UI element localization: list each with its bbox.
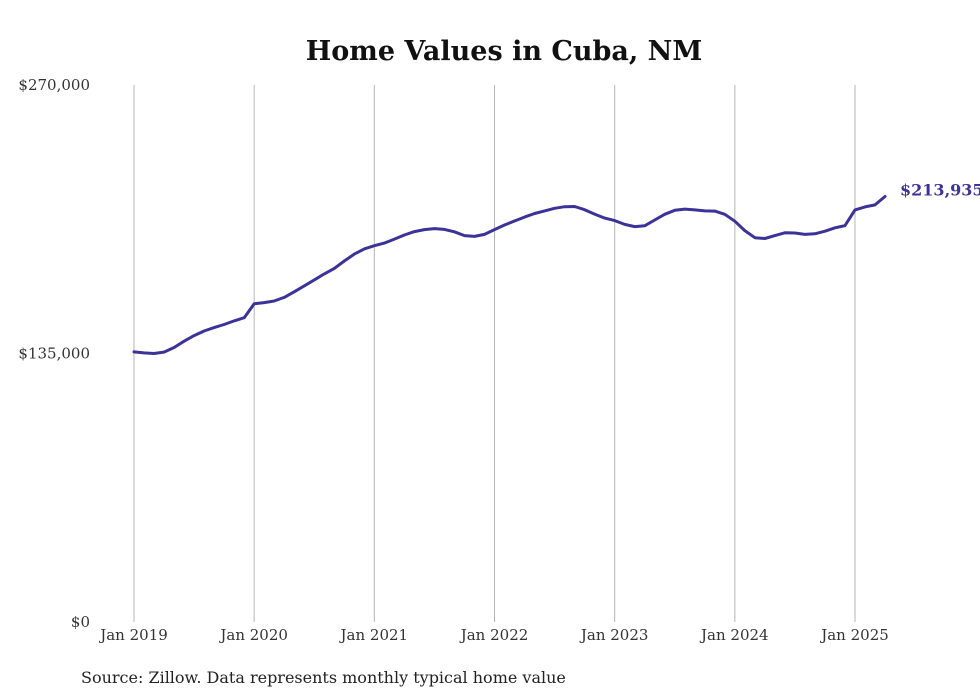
data-point — [162, 350, 166, 354]
data-point — [132, 350, 136, 354]
data-point — [152, 352, 156, 355]
x-axis-ticks: Jan 2019 Jan 2020 Jan 2021 Jan 2022 Jan 2023… — [98, 626, 889, 644]
data-point — [473, 235, 476, 238]
data-point — [303, 284, 306, 288]
data-point — [283, 296, 286, 299]
data-point — [743, 229, 746, 232]
data-point — [423, 228, 426, 231]
y-tick-label: $0 — [71, 613, 90, 631]
data-point — [363, 247, 366, 251]
x-tick-label: Jan 2021 — [339, 626, 409, 644]
data-point — [232, 319, 236, 323]
data-point — [172, 346, 176, 349]
y-axis-ticks: $0 $135,000 $270,000 — [18, 76, 90, 631]
data-point — [343, 259, 346, 263]
data-point — [253, 302, 256, 305]
data-point — [453, 230, 456, 233]
x-tick-label: Jan 2023 — [579, 626, 649, 644]
data-point — [653, 218, 656, 222]
data-point — [793, 231, 797, 235]
data-point — [763, 237, 767, 240]
data-point — [693, 208, 696, 212]
data-point — [433, 227, 436, 230]
data-point — [182, 340, 186, 343]
data-point — [222, 323, 226, 326]
data-point — [483, 233, 486, 236]
data-point — [673, 209, 676, 212]
data-point — [803, 233, 807, 236]
data-point — [323, 272, 326, 276]
series-line — [132, 195, 887, 355]
data-point — [723, 213, 726, 216]
data-point — [142, 351, 146, 355]
data-point — [843, 224, 847, 227]
data-point — [243, 316, 246, 319]
data-point — [533, 212, 536, 215]
data-point — [783, 231, 787, 234]
data-point — [563, 205, 566, 208]
data-point — [503, 223, 506, 227]
data-point — [212, 326, 216, 329]
data-point — [443, 228, 446, 231]
data-point — [543, 209, 546, 213]
data-point — [643, 224, 646, 227]
data-point — [383, 241, 386, 245]
data-point — [873, 203, 877, 207]
data-point — [333, 267, 336, 270]
data-point — [683, 207, 686, 211]
data-point — [733, 220, 736, 223]
series-layer: $213,935 — [132, 181, 980, 355]
x-tick-label: Jan 2022 — [459, 626, 529, 644]
data-point — [263, 301, 266, 304]
data-point — [393, 237, 396, 241]
data-point — [633, 225, 636, 228]
end-value-label: $213,935 — [900, 181, 980, 200]
data-point — [353, 252, 356, 256]
data-point — [623, 223, 626, 226]
data-point — [202, 329, 206, 333]
x-tick-label: Jan 2020 — [218, 626, 288, 644]
data-point — [663, 213, 666, 216]
data-point — [273, 299, 276, 303]
data-point — [713, 209, 716, 213]
data-point — [753, 236, 757, 239]
data-point — [883, 195, 887, 198]
y-tick-label: $270,000 — [18, 76, 90, 94]
data-point — [293, 290, 296, 293]
data-point — [603, 216, 606, 220]
gridlines — [133, 85, 856, 622]
data-point — [833, 226, 837, 229]
data-point — [583, 208, 586, 211]
data-point — [773, 234, 777, 237]
data-point — [553, 207, 556, 210]
data-point — [593, 212, 596, 216]
y-tick-label: $135,000 — [18, 345, 90, 363]
data-point — [403, 233, 406, 237]
data-point — [373, 244, 376, 247]
chart-title: Home Values in Cuba, NM — [306, 36, 702, 67]
data-point — [513, 219, 516, 223]
data-point — [313, 278, 316, 282]
x-tick-label: Jan 2019 — [98, 626, 168, 644]
data-point — [463, 234, 466, 237]
data-point — [493, 228, 496, 231]
x-tick-label: Jan 2024 — [699, 626, 769, 644]
data-point — [523, 215, 526, 219]
data-point — [192, 334, 196, 337]
x-tick-label: Jan 2025 — [819, 626, 889, 644]
data-point — [703, 209, 706, 213]
data-point — [853, 208, 857, 212]
data-point — [823, 230, 827, 233]
data-point — [613, 219, 616, 222]
data-point — [813, 232, 817, 235]
source-note: Source: Zillow. Data represents monthly … — [81, 668, 566, 687]
data-point — [413, 230, 416, 233]
data-point — [863, 205, 867, 209]
data-point — [573, 205, 576, 208]
